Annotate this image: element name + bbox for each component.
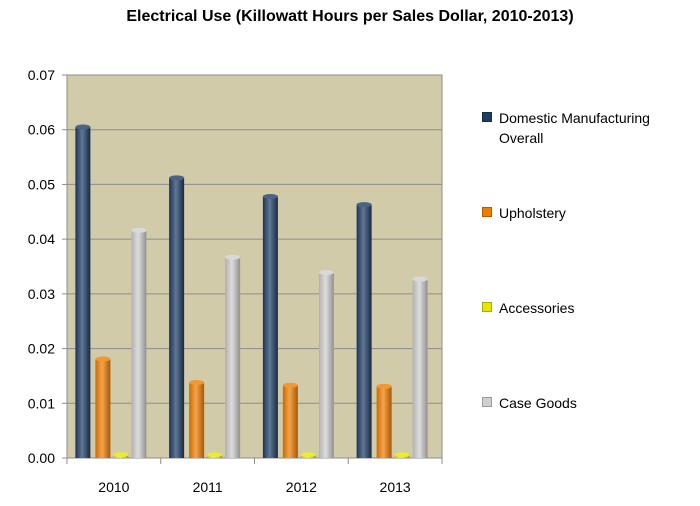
bar-cap: [412, 276, 428, 282]
y-tick-label: 0.04: [28, 231, 55, 247]
bar: [169, 177, 185, 458]
legend-label: Upholstery: [499, 205, 566, 221]
legend-label: Case Goods: [499, 395, 577, 411]
bar: [131, 230, 147, 458]
bar-cap: [356, 202, 372, 208]
bar-cap: [75, 124, 91, 130]
bar-cap: [189, 379, 205, 385]
legend-item-accessories: Accessories: [482, 298, 689, 318]
bar-cap: [282, 382, 298, 388]
legend-label: Accessories: [499, 300, 575, 316]
y-tick-label: 0.02: [28, 341, 55, 357]
x-tick-label: 2011: [193, 479, 223, 495]
bar: [376, 386, 392, 458]
bar: [75, 126, 91, 458]
legend-swatch: [482, 207, 492, 217]
bar-cap: [394, 452, 410, 458]
bar-cap: [169, 175, 185, 181]
y-tick-label: 0.00: [28, 450, 55, 466]
bar: [412, 279, 428, 458]
bar-cap: [300, 452, 316, 458]
legend-item-upholstery: Upholstery: [482, 203, 689, 223]
y-tick-label: 0.07: [28, 67, 55, 83]
legend-item-domestic-manufacturing: Domestic Manufacturing Overall: [482, 108, 689, 148]
bar-cap: [207, 452, 223, 458]
bar: [318, 272, 334, 458]
bar-cap: [131, 227, 147, 233]
bar: [225, 257, 241, 458]
bar-cap: [225, 254, 241, 260]
bar: [356, 204, 372, 458]
legend: Domestic Manufacturing Overall Upholster…: [482, 0, 697, 506]
bar-cap: [318, 270, 334, 276]
chart-title: Electrical Use (Killowatt Hours per Sale…: [126, 8, 574, 25]
y-tick-label: 0.05: [28, 176, 55, 192]
legend-swatch: [482, 112, 492, 122]
bar-cap: [95, 356, 111, 362]
legend-item-case-goods: Case Goods: [482, 393, 689, 413]
legend-label: Domestic Manufacturing Overall: [499, 110, 650, 146]
bar: [282, 385, 298, 458]
bar: [189, 382, 205, 458]
bar-cap: [376, 383, 392, 389]
bar: [95, 358, 111, 458]
bar: [262, 196, 278, 459]
x-tick-label: 2013: [380, 479, 411, 495]
x-tick-label: 2010: [98, 479, 129, 495]
x-tick-label: 2012: [286, 479, 317, 495]
bar-cap: [113, 452, 129, 458]
y-tick-label: 0.03: [28, 286, 55, 302]
bar-cap: [262, 193, 278, 199]
legend-swatch: [482, 397, 492, 407]
y-tick-label: 0.06: [28, 122, 55, 138]
y-tick-label: 0.01: [28, 395, 55, 411]
legend-swatch: [482, 302, 492, 312]
